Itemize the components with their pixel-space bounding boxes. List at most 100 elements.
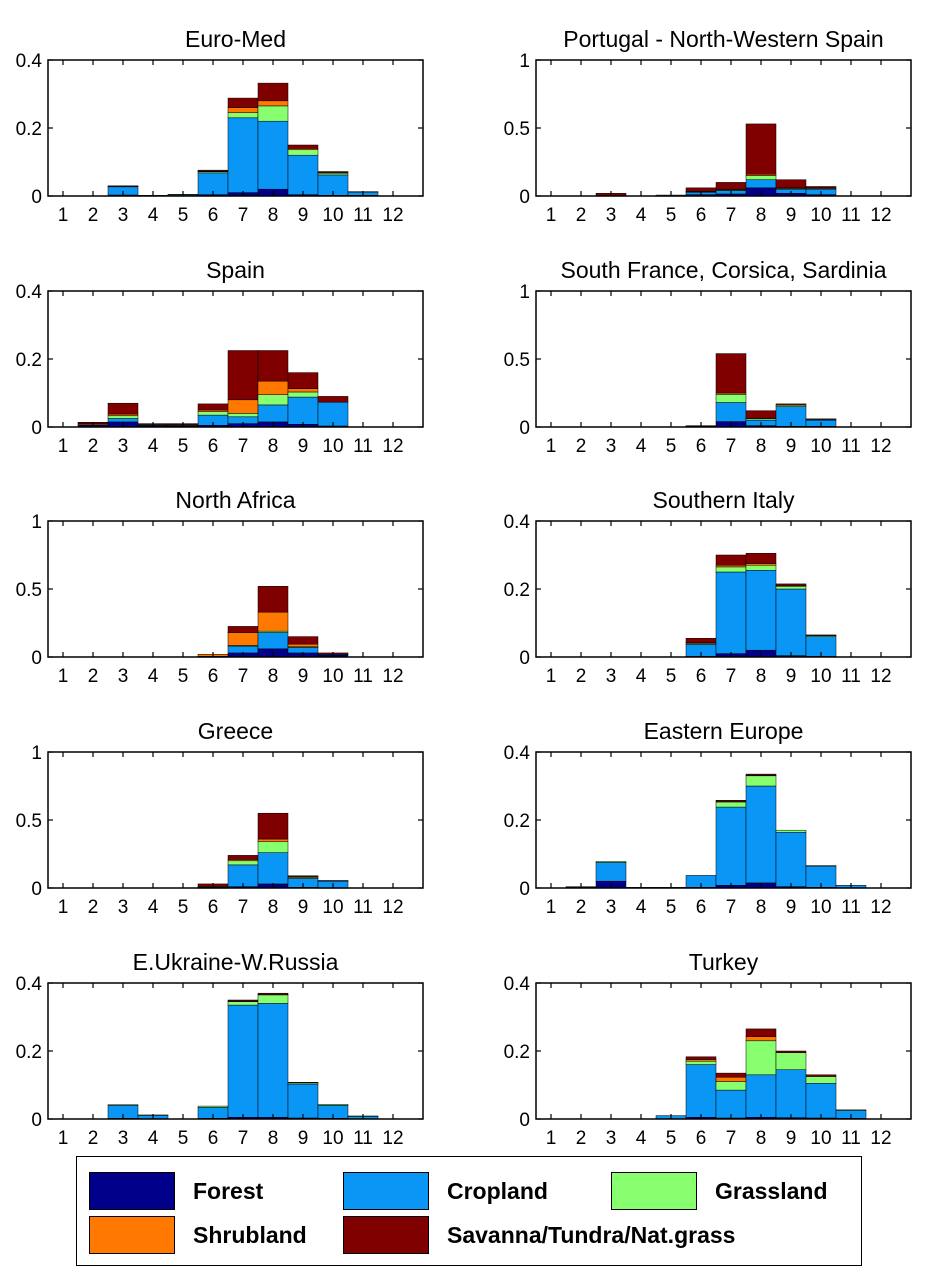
bar-shrubland-6 bbox=[197, 409, 229, 412]
x-tick-label: 9 bbox=[786, 436, 797, 457]
x-tick-label: 2 bbox=[576, 205, 587, 226]
bar-cropland-7 bbox=[715, 571, 747, 654]
x-tick-label: 9 bbox=[786, 897, 797, 918]
x-tick-label: 6 bbox=[208, 666, 219, 687]
panel-title: Spain bbox=[206, 257, 265, 283]
x-tick-label: 2 bbox=[88, 205, 99, 226]
x-tick-label: 9 bbox=[786, 205, 797, 226]
x-tick-label: 7 bbox=[726, 205, 737, 226]
x-tick-label: 3 bbox=[118, 205, 129, 226]
bar-grassland-7 bbox=[227, 413, 259, 418]
bar-grassland-7 bbox=[715, 566, 747, 573]
x-tick-label: 1 bbox=[58, 666, 69, 687]
bar-cropland-8 bbox=[745, 1074, 777, 1118]
x-tick-label: 6 bbox=[208, 1128, 219, 1149]
legend-label-shrubland: Shrubland bbox=[193, 1221, 307, 1248]
x-tick-label: 7 bbox=[238, 436, 249, 457]
legend-item-cropland: Cropland bbox=[343, 1171, 548, 1211]
bar-cropland-9 bbox=[775, 831, 807, 887]
bar-cropland-8 bbox=[745, 570, 777, 651]
x-tick-label: 6 bbox=[208, 897, 219, 918]
x-tick-label: 7 bbox=[726, 897, 737, 918]
x-tick-label: 9 bbox=[298, 205, 309, 226]
bar-cropland-3 bbox=[107, 418, 139, 423]
x-tick-label: 1 bbox=[546, 1128, 557, 1149]
y-tick-label: 1 bbox=[519, 51, 530, 72]
x-tick-label: 12 bbox=[382, 205, 403, 226]
bar-savanna-tundra-nat-grass-7 bbox=[715, 554, 747, 566]
x-tick-label: 7 bbox=[726, 666, 737, 687]
bar-cropland-7 bbox=[715, 806, 747, 886]
bar-cropland-7 bbox=[227, 645, 259, 654]
y-tick-label: 1 bbox=[519, 282, 530, 303]
x-tick-label: 11 bbox=[841, 666, 861, 687]
bar-savanna-tundra-nat-grass-9 bbox=[775, 583, 807, 586]
x-tick-label: 11 bbox=[841, 897, 861, 918]
y-tick-label: 0 bbox=[519, 1110, 530, 1131]
x-tick-label: 9 bbox=[298, 666, 309, 687]
bar-savanna-tundra-nat-grass-6 bbox=[197, 403, 229, 411]
y-tick-label: 0.4 bbox=[16, 282, 43, 303]
x-tick-label: 7 bbox=[726, 436, 737, 457]
x-tick-label: 2 bbox=[576, 1128, 587, 1149]
bar-shrubland-8 bbox=[257, 380, 289, 395]
bar-savanna-tundra-nat-grass-8 bbox=[745, 773, 777, 776]
y-tick-label: 0.2 bbox=[504, 1042, 530, 1063]
x-tick-label: 9 bbox=[786, 666, 797, 687]
y-tick-label: 0.5 bbox=[16, 580, 42, 601]
panel-title: Southern Italy bbox=[653, 487, 795, 513]
y-tick-label: 0.5 bbox=[504, 119, 530, 140]
x-tick-label: 10 bbox=[810, 436, 831, 457]
bar-grassland-10 bbox=[317, 172, 349, 176]
bar-shrubland-8 bbox=[257, 611, 289, 632]
bar-cropland-7 bbox=[715, 402, 747, 422]
bar-savanna-tundra-nat-grass-6 bbox=[685, 187, 717, 192]
panel-title: South France, Corsica, Sardinia bbox=[561, 257, 887, 283]
panel-title: Eastern Europe bbox=[644, 718, 804, 744]
y-tick-label: 0.2 bbox=[504, 580, 530, 601]
bar-cropland-8 bbox=[257, 404, 289, 423]
x-tick-label: 5 bbox=[178, 436, 189, 457]
bar-grassland-10 bbox=[317, 1104, 349, 1106]
x-tick-label: 10 bbox=[322, 436, 343, 457]
bar-savanna-tundra-nat-grass-9 bbox=[775, 403, 807, 406]
y-tick-label: 0.4 bbox=[16, 974, 43, 995]
y-tick-label: 0.2 bbox=[16, 119, 42, 140]
x-tick-label: 3 bbox=[606, 897, 617, 918]
legend-item-grassland: Grassland bbox=[611, 1171, 828, 1211]
x-tick-label: 9 bbox=[298, 1128, 309, 1149]
x-tick-label: 6 bbox=[696, 897, 707, 918]
y-tick-label: 0 bbox=[519, 648, 530, 669]
x-tick-label: 1 bbox=[58, 205, 69, 226]
legend-item-shrubland: Shrubland bbox=[89, 1215, 307, 1255]
bar-shrubland-9 bbox=[287, 643, 319, 648]
y-tick-label: 0 bbox=[519, 187, 530, 208]
y-tick-label: 0.4 bbox=[504, 743, 531, 764]
x-tick-label: 5 bbox=[666, 205, 677, 226]
y-tick-label: 1 bbox=[31, 512, 42, 533]
x-tick-label: 12 bbox=[870, 897, 891, 918]
x-tick-label: 8 bbox=[268, 1128, 279, 1149]
bar-grassland-7 bbox=[715, 1081, 747, 1091]
bar-grassland-8 bbox=[745, 775, 777, 787]
bar-shrubland-7 bbox=[227, 399, 259, 414]
panel-title: E.Ukraine-W.Russia bbox=[133, 949, 339, 975]
x-tick-label: 12 bbox=[870, 666, 891, 687]
x-tick-label: 3 bbox=[118, 666, 129, 687]
bar-savanna-tundra-nat-grass-8 bbox=[257, 992, 289, 995]
bar-grassland-8 bbox=[257, 105, 289, 122]
bar-savanna-tundra-nat-grass-10 bbox=[805, 418, 837, 420]
x-tick-label: 11 bbox=[353, 436, 373, 457]
y-tick-label: 0 bbox=[31, 879, 42, 900]
x-tick-label: 8 bbox=[268, 436, 279, 457]
bar-cropland-7 bbox=[227, 1004, 259, 1118]
bar-grassland-8 bbox=[745, 175, 777, 180]
legend-swatch-shrubland bbox=[89, 1216, 175, 1254]
